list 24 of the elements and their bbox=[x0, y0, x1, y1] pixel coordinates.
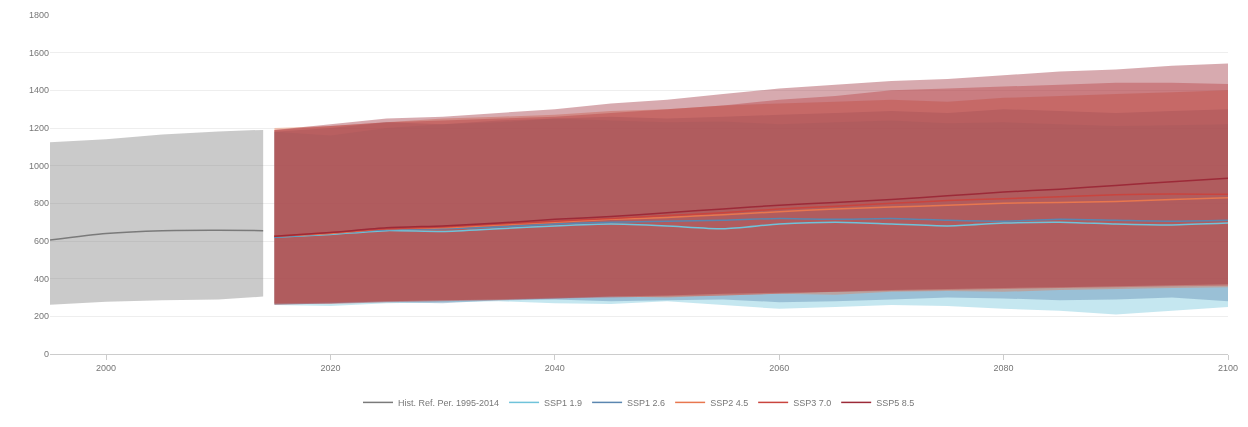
legend-label: SSP3 7.0 bbox=[793, 397, 832, 408]
line-series bbox=[50, 229, 264, 241]
y-tick-label: 1400 bbox=[28, 85, 49, 96]
legend-label: SSP1 1.9 bbox=[544, 397, 583, 408]
y-tick-label: 600 bbox=[33, 236, 49, 247]
x-tick-label: 2100 bbox=[1217, 362, 1239, 373]
x-tick-label: 2020 bbox=[320, 362, 341, 373]
x-tick-label: 2000 bbox=[96, 362, 117, 373]
x-tick-label: 2040 bbox=[544, 362, 565, 373]
legend-label: SSP2 4.5 bbox=[710, 397, 749, 408]
y-tick-label: 1000 bbox=[28, 160, 49, 171]
y-tick-label: 0 bbox=[43, 349, 49, 360]
x-tick-label: 2080 bbox=[993, 362, 1014, 373]
y-tick-label: 1600 bbox=[28, 47, 49, 58]
y-tick-label: 1200 bbox=[28, 123, 49, 134]
legend-label: SSP5 8.5 bbox=[876, 397, 915, 408]
x-tick-label: 2060 bbox=[769, 362, 790, 373]
y-tick-label: 200 bbox=[33, 311, 49, 322]
y-tick-label: 1800 bbox=[28, 10, 49, 21]
legend-label: SSP1 2.6 bbox=[627, 397, 666, 408]
legend-label: Hist. Ref. Per. 1995-2014 bbox=[398, 397, 500, 408]
y-tick-label: 800 bbox=[33, 198, 49, 209]
line-series bbox=[273, 177, 1228, 238]
y-tick-label: 400 bbox=[33, 273, 49, 284]
